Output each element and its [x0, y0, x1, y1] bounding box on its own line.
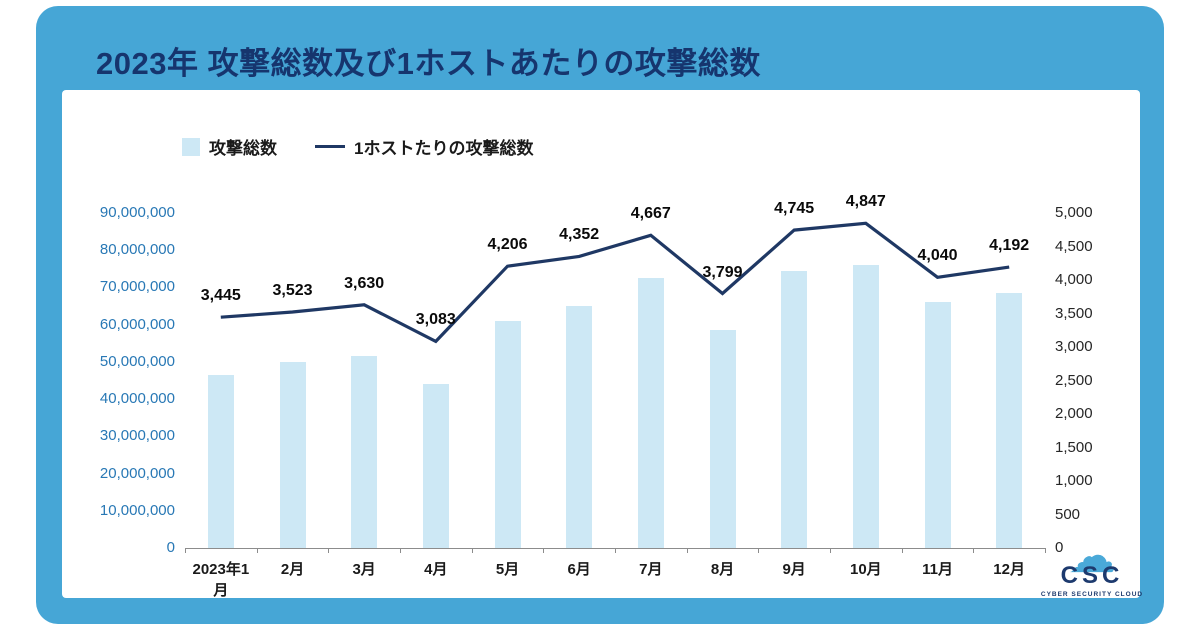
left-axis-label: 30,000,000	[99, 427, 175, 445]
line-point-label: 4,352	[559, 226, 600, 244]
bar-series-label: 攻撃総数	[209, 139, 277, 158]
bar-10月	[852, 265, 879, 548]
line-series	[220, 221, 1010, 344]
bar-4月	[422, 384, 449, 548]
left-axis-label: 60,000,000	[99, 315, 175, 333]
line-point-label: 4,206	[487, 236, 528, 254]
bar-8月	[709, 330, 736, 549]
cloud-icon: ☁	[1068, 530, 1116, 583]
x-axis-label: 3月	[352, 561, 376, 578]
page-title: 2023年 攻撃総数及び1ホストあたりの攻撃総数	[96, 46, 761, 81]
x-axis-label: 4月	[424, 561, 448, 578]
line-point-label: 4,192	[989, 237, 1030, 255]
bar-5月	[494, 320, 521, 548]
line-point-label: 3,445	[200, 287, 241, 305]
bar-9月	[781, 270, 808, 548]
bar-3月	[351, 356, 378, 548]
line-point-label: 3,799	[702, 263, 743, 281]
x-axis: 2023年1月 2月 3月 4月 5月 6月 7月 8月 9月 10月 11月 12月	[185, 558, 1045, 599]
x-axis-label: 5月	[495, 561, 520, 578]
left-axis: 0 10,000,000 20,000,000 30,000,000 40,000,00…	[62, 204, 175, 556]
line-point-label: 3,083	[415, 311, 456, 329]
legend: 攻撃総数 1ホストたりの攻撃総数	[182, 134, 533, 159]
right-axis-label: 3,000	[1055, 338, 1093, 355]
right-axis-label: 500	[1055, 505, 1081, 523]
x-axis-tick	[758, 548, 760, 553]
right-axis-label: 0	[1055, 539, 1064, 556]
line-point-label: 3,523	[272, 282, 313, 299]
right-axis-label: 1,500	[1055, 438, 1093, 456]
right-axis-label: 5,000	[1055, 204, 1093, 221]
chart-card: 攻撃総数 1ホストたりの攻撃総数 0 10,000,000 20,000,000 30…	[62, 90, 1142, 599]
left-axis-label: 10,000,000	[99, 501, 175, 519]
x-axis-tick	[1045, 548, 1046, 553]
line-point-label: 4,667	[630, 205, 671, 223]
x-axis-tick	[543, 548, 545, 553]
x-axis-label: 7月	[639, 561, 663, 578]
x-axis-label: 10月	[850, 561, 882, 578]
right-axis-label: 2,500	[1055, 371, 1093, 389]
line-point-label: 3,630	[344, 274, 385, 292]
line-series-label: 1ホストたりの攻撃総数	[354, 139, 534, 158]
x-axis-tick	[185, 548, 186, 553]
x-axis-tick	[471, 548, 473, 553]
bar-series-swatch-icon	[182, 137, 200, 156]
x-axis-label: 2月	[280, 561, 305, 578]
x-axis-tick	[328, 548, 330, 553]
left-axis-label: 50,000,000	[99, 352, 175, 370]
bar-12月	[996, 293, 1023, 548]
right-axis: 0 500 1,000 1,500 2,000 2,500 3,000 3,500 4,000 4…	[1055, 204, 1135, 556]
bar-7月	[637, 278, 664, 548]
right-axis-label: 2,000	[1055, 405, 1093, 422]
right-axis-label: 4,000	[1055, 271, 1093, 288]
x-axis-tick	[256, 548, 258, 553]
x-axis-tick	[901, 548, 903, 553]
plot-area: 3,445 3,523 3,630 3,083 4,206 4,352 4,667 3,799…	[185, 193, 1046, 553]
x-axis-label: 6月	[567, 561, 591, 578]
logo-text: CSC	[1060, 562, 1124, 589]
x-axis-label: 2023年1月	[192, 561, 250, 599]
line-point-label: 4,745	[774, 200, 815, 218]
bar-2月	[279, 361, 306, 548]
line-point-label: 4,040	[917, 247, 958, 265]
left-axis-label: 40,000,000	[99, 390, 175, 408]
line-point-label: 4,847	[845, 193, 886, 211]
csc-logo: ☁ CSC CYBER SECURITY CLOUD	[1037, 530, 1147, 599]
x-axis-tick	[615, 548, 616, 553]
legend-item-bar: 攻撃総数	[182, 134, 277, 159]
x-axis-tick	[686, 548, 688, 553]
x-axis-label: 11月	[922, 561, 953, 578]
x-axis-label: 9月	[782, 561, 806, 578]
bar-6月	[566, 306, 593, 548]
legend-item-line: 1ホストたりの攻撃総数	[315, 134, 533, 159]
x-axis-label: 8月	[710, 561, 735, 578]
right-axis-label: 4,500	[1055, 237, 1093, 255]
bar-2023年1月	[207, 374, 234, 548]
left-axis-label: 0	[166, 539, 175, 556]
x-axis-tick	[830, 548, 831, 553]
bar-11月	[924, 302, 951, 548]
right-axis-label: 3,500	[1055, 304, 1093, 322]
x-axis-tick	[973, 548, 975, 553]
right-axis-label: 1,000	[1055, 472, 1093, 489]
left-axis-label: 90,000,000	[99, 204, 175, 221]
left-axis-label: 70,000,000	[99, 278, 175, 296]
logo-subtext: CYBER SECURITY CLOUD	[1040, 591, 1144, 598]
x-axis-label: 12月	[993, 561, 1025, 578]
line-series-swatch-icon	[315, 145, 345, 148]
left-axis-label: 20,000,000	[99, 464, 175, 482]
x-axis-tick	[400, 548, 401, 553]
left-axis-label: 80,000,000	[99, 241, 175, 259]
